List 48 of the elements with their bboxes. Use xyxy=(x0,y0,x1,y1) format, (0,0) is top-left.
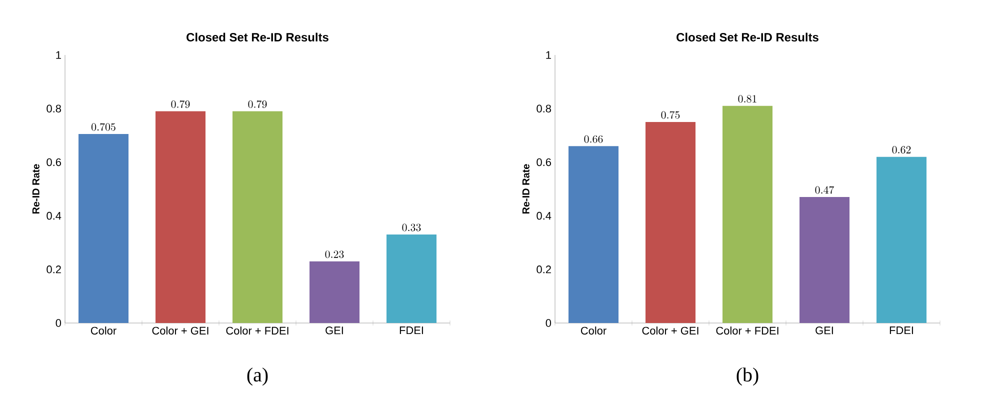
x-tick-label: FDEI xyxy=(400,326,423,334)
data-label: 0.23 xyxy=(325,250,344,258)
y-axis-title: Re-ID Rate xyxy=(32,164,40,214)
data-label: 0.47 xyxy=(815,186,834,194)
y-tick-label: 1 xyxy=(56,51,61,59)
y-tick-label: 0.4 xyxy=(46,212,62,220)
y-tick-label: 0.6 xyxy=(46,158,61,166)
y-axis-title: Re-ID Rate xyxy=(522,164,530,214)
y-tick-label: 0.6 xyxy=(536,158,551,166)
data-label: 0.66 xyxy=(584,135,603,143)
chart-title: Closed Set Re-ID Results xyxy=(186,32,328,42)
data-label: 0.62 xyxy=(892,146,911,154)
y-tick-label: 0.2 xyxy=(536,266,551,274)
bar xyxy=(722,106,773,323)
x-tick-label: Color + GEI xyxy=(152,326,208,335)
x-tick-label: FDEI xyxy=(890,326,913,334)
x-tick-label: Color + GEI xyxy=(642,326,698,335)
x-tick-label: GEI xyxy=(326,326,343,334)
bar xyxy=(876,156,927,323)
x-tick-label: Color xyxy=(580,326,606,335)
y-tick-label: 0 xyxy=(56,319,62,327)
bar xyxy=(386,234,436,323)
y-tick-label: 0.2 xyxy=(46,266,61,274)
data-label: 0.79 xyxy=(248,100,267,108)
x-tick-label: Color + FDEI xyxy=(716,326,778,335)
x-tick-label: Color + FDEI xyxy=(226,326,288,335)
bar xyxy=(232,111,282,323)
y-tick-label: 1 xyxy=(546,51,551,59)
bar xyxy=(156,111,206,323)
bar xyxy=(800,197,850,323)
bar xyxy=(568,146,619,323)
bar xyxy=(310,261,360,323)
y-tick-label: 0.8 xyxy=(536,104,551,112)
text: (a) xyxy=(247,368,268,386)
data-label: 0.81 xyxy=(738,95,756,103)
data-label: 0.705 xyxy=(91,123,116,131)
data-label: 0.33 xyxy=(402,224,421,232)
y-tick-label: 0.8 xyxy=(46,104,61,112)
data-label: 0.79 xyxy=(171,100,190,108)
data-label: 0.75 xyxy=(661,111,680,119)
x-tick-label: GEI xyxy=(816,326,833,334)
text: (b) xyxy=(736,368,758,386)
bar xyxy=(78,134,128,323)
bar xyxy=(646,122,696,323)
y-tick-label: 0 xyxy=(546,319,552,327)
x-tick-label: Color xyxy=(90,326,116,335)
y-tick-label: 0.4 xyxy=(536,212,552,220)
chart-title: Closed Set Re-ID Results xyxy=(676,32,818,42)
